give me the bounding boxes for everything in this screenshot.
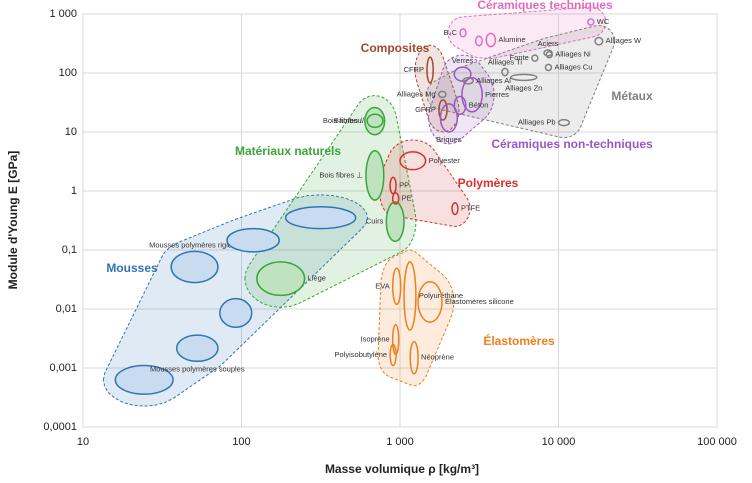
material-ellipse	[545, 50, 554, 59]
material-ellipse	[403, 261, 417, 331]
x-tick-label: 10	[77, 436, 89, 448]
material-label: Alliages Mg	[397, 89, 436, 98]
material-label: EVA	[375, 281, 389, 290]
material-label: Alliages Ni	[555, 50, 591, 59]
y-tick-label: 1	[71, 185, 77, 197]
material-ellipse	[391, 192, 400, 205]
y-tick-label: 100	[59, 67, 77, 79]
family-label: Élastomères	[483, 333, 555, 348]
material-ellipse	[114, 364, 174, 395]
material-ellipse	[409, 340, 419, 375]
material-label: PE	[402, 193, 412, 202]
material-ellipse	[385, 201, 405, 243]
material-ellipse	[391, 267, 402, 306]
material-label: Cuirs	[366, 217, 384, 226]
material-label: Polyester	[429, 156, 461, 165]
material-ellipse	[501, 67, 509, 77]
material-label: Bois fibres ⊥	[319, 170, 363, 179]
material-label: Polyisobutylène	[335, 350, 388, 359]
material-ellipse	[557, 118, 571, 127]
y-tick-label: 0,01	[56, 303, 77, 315]
material-label: Mousses polymères souples	[150, 364, 245, 373]
material-label: Mousses polymères rigides	[149, 240, 240, 249]
family-label: Matériaux naturels	[235, 144, 341, 158]
material-label: Alliages Cu	[554, 62, 592, 71]
material-ellipse	[284, 206, 357, 230]
family-label: Mousses	[106, 261, 158, 275]
material-label: Néoprène	[421, 353, 454, 362]
material-ellipse	[399, 151, 427, 171]
material-label: Isoprène	[360, 335, 389, 344]
material-ellipse	[459, 28, 467, 38]
family-label: Polymères	[458, 176, 519, 190]
family-label: Métaux	[611, 89, 653, 103]
material-ellipse	[256, 261, 306, 297]
material-label: WC	[597, 17, 610, 26]
material-ellipse	[544, 63, 553, 72]
y-tick-label: 10	[65, 126, 77, 138]
family-envelope	[426, 24, 616, 139]
material-label: PP	[399, 181, 409, 190]
material-ellipse	[439, 103, 459, 133]
material-ellipse	[474, 35, 483, 47]
x-tick-label: 100 000	[697, 436, 737, 448]
material-ellipse	[531, 54, 539, 62]
family-envelope	[427, 54, 495, 145]
material-label: PTFE	[461, 204, 480, 213]
material-ellipse	[170, 250, 219, 284]
material-label: B₄C	[444, 28, 458, 37]
material-label: Élastomères silicone	[445, 297, 514, 306]
material-ellipse	[389, 176, 397, 195]
material-label: Alliages Ti	[488, 57, 523, 66]
family-label: Céramiques non-techniques	[491, 137, 653, 151]
material-ellipse	[426, 56, 434, 84]
y-tick-label: 0,1	[62, 244, 77, 256]
material-label: Fonte	[510, 53, 529, 62]
material-ellipse	[451, 202, 459, 216]
material-label: Béton	[469, 100, 489, 109]
y-tick-label: 0,001	[49, 362, 77, 374]
material-label: CFRP	[404, 65, 424, 74]
material-label: Verres	[452, 56, 474, 65]
material-ellipse	[366, 113, 384, 129]
material-label: Alliages W	[606, 36, 642, 45]
y-axis-title: Module d'Young E [GPa]	[6, 151, 20, 290]
x-tick-label: 1 000	[386, 436, 414, 448]
material-label: Aciers	[538, 39, 559, 48]
material-label: Liège	[308, 274, 326, 283]
material-label: Bois fibres //	[323, 116, 365, 125]
material-ellipse	[462, 77, 475, 85]
material-ellipse	[485, 32, 497, 48]
material-ellipse	[437, 90, 447, 99]
material-ellipse	[438, 99, 448, 121]
material-label: GFRP	[415, 105, 436, 114]
material-label: Briques	[436, 135, 462, 144]
family-label: Céramiques techniques	[477, 0, 613, 12]
y-tick-label: 1 000	[49, 8, 77, 20]
x-tick-label: 10 000	[542, 436, 576, 448]
y-tick-label: 0,0001	[43, 421, 77, 433]
family-label: Composites	[361, 41, 430, 55]
material-ellipse	[365, 150, 385, 201]
material-label: Pierres	[485, 90, 509, 99]
material-label: Bambou	[334, 116, 362, 125]
material-label: Alliages Al	[476, 76, 511, 85]
material-ellipse	[389, 343, 397, 367]
material-ellipse	[219, 297, 253, 329]
material-ellipse	[226, 227, 280, 253]
x-axis-title: Masse volumique ρ [kg/m³]	[325, 462, 479, 476]
material-ellipse	[417, 280, 443, 323]
x-tick-label: 100	[232, 436, 250, 448]
material-ellipse	[175, 334, 219, 363]
material-label: Alumine	[498, 35, 525, 44]
material-ellipse	[587, 18, 595, 26]
material-ellipse	[594, 36, 604, 46]
material-label: Alliages Zn	[505, 83, 542, 92]
material-ellipse	[510, 73, 538, 82]
material-label: Alliages Pb	[518, 118, 556, 127]
family-envelope	[244, 95, 417, 308]
material-ellipse	[453, 95, 467, 115]
material-ellipse	[461, 77, 483, 113]
